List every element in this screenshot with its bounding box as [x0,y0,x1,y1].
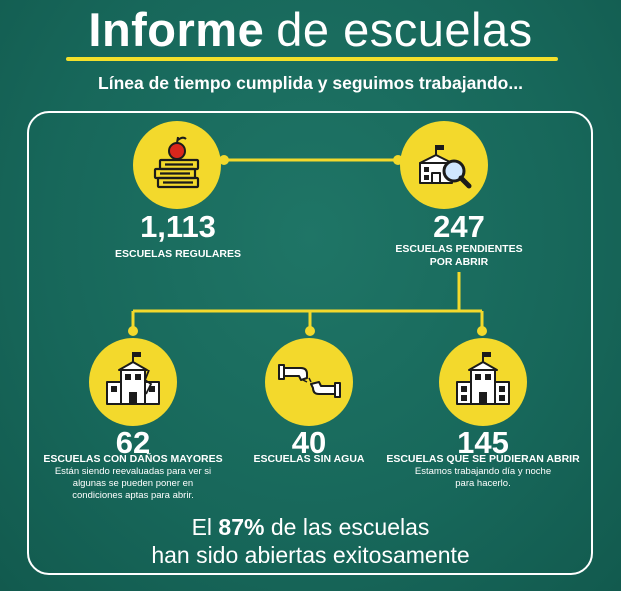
damaged-school-icon [106,352,160,405]
books-apple-icon [153,136,200,189]
regular-schools-circle [133,121,221,209]
title-underline [66,57,558,61]
regular-schools-value: 1,113 [140,209,216,244]
title-rest: de escuelas [276,3,533,56]
subtitle: Línea de tiempo cumplida y seguimos trab… [98,73,523,93]
footer-line-2: han sido abiertas exitosamente [151,542,470,568]
footer-pre: El [191,514,213,540]
could-open-schools-circle [439,338,527,426]
regular-schools-label: ESCUELAS REGULARES [114,248,241,260]
could-open-schools-description: Estamos trabajando día y noche para hace… [414,466,552,489]
connector-dot [477,326,487,336]
no-water-schools-value: 40 [291,425,327,460]
page-title: Informe de escuelas [0,4,621,56]
pending-schools-value: 247 [433,209,485,244]
connector-dot-left [219,155,229,165]
could-open-schools-value: 145 [457,425,509,460]
title-bold: Informe [88,3,265,56]
damaged-schools-circle [89,338,177,426]
footer-line-1: El 87% de las escuelas [0,512,621,542]
damaged-schools-label: ESCUELAS CON DAÑOS MAYORES [43,453,223,465]
content-frame [27,111,593,575]
footer-line1-rest: de las escuelas [270,514,430,540]
connector-dot [305,326,315,336]
connector-dot [128,326,138,336]
could-open-schools-label: ESCUELAS QUE SE PUDIERAN ABRIR [386,453,580,465]
pending-schools-circle [400,121,488,209]
school-magnifier-icon [419,145,472,189]
no-water-schools-circle [265,338,353,426]
broken-pipe-icon [278,364,341,398]
pending-schools-label: ESCUELAS PENDIENTES POR ABRIR [395,243,523,268]
damaged-schools-description: Están siendo reevaluadas para ver si alg… [54,466,212,501]
school-building-icon [456,352,510,405]
no-water-schools-label: ESCUELAS SIN AGUA [253,453,365,465]
damaged-schools-value: 62 [115,425,151,460]
footer-percent: 87% [218,514,265,540]
